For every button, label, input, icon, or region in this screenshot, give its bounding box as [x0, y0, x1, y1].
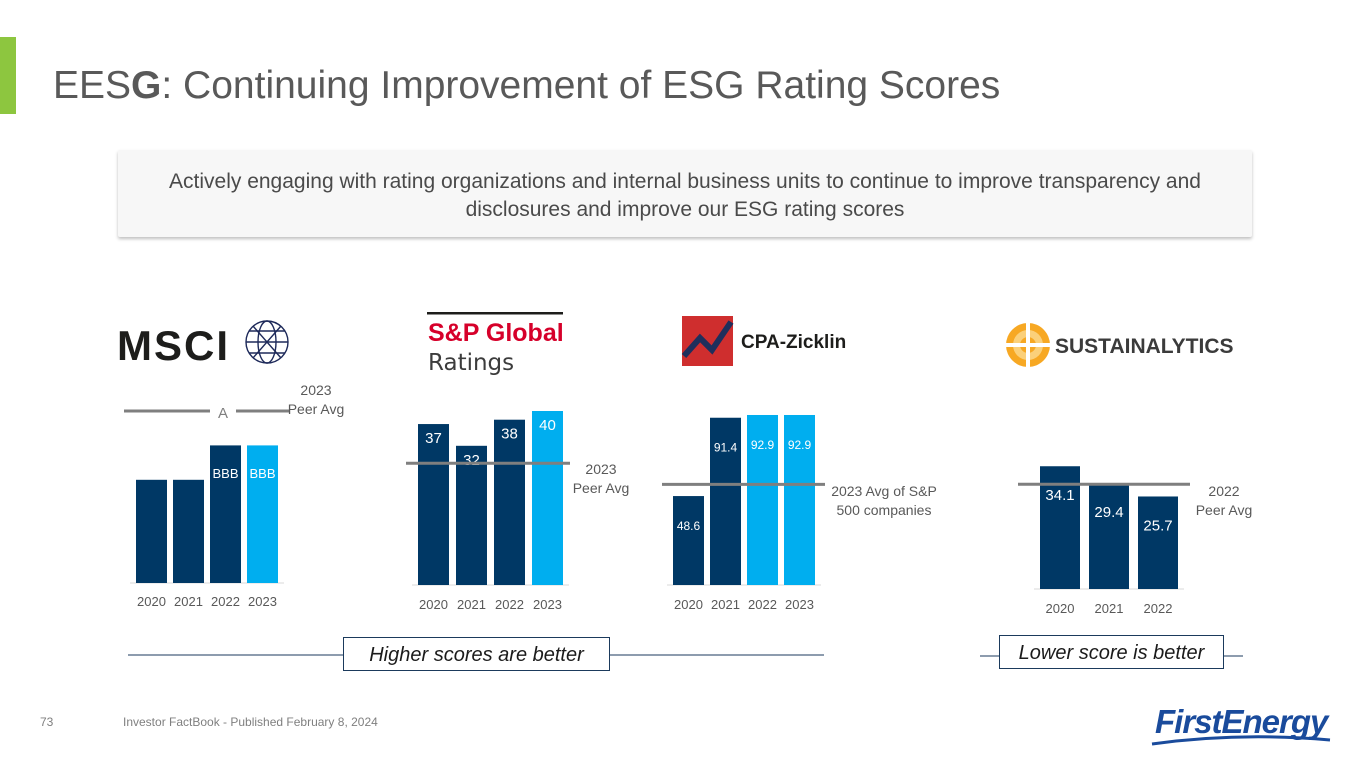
firstenergy-logo: FirstEnergy: [1151, 703, 1331, 746]
avg-label: 2022: [1208, 483, 1239, 499]
lower-score-label: Lower score is better: [999, 635, 1224, 669]
tick-label: 2023: [248, 594, 277, 609]
msci-logo: MSCI: [117, 320, 289, 369]
bar: [1089, 483, 1129, 589]
page-number: 73: [40, 715, 54, 729]
callout-text: Actively engaging with rating organizati…: [169, 170, 1201, 221]
data-label: 37: [425, 430, 442, 447]
avg-label: Peer Avg: [573, 480, 630, 496]
avg-label: Peer Avg: [1196, 502, 1253, 518]
accent-bar: [0, 37, 16, 114]
data-label: 34.1: [1045, 487, 1074, 504]
data-label: BB: [143, 466, 160, 481]
tick-label: 2020: [419, 597, 448, 612]
tick-label: 2023: [533, 597, 562, 612]
bar: [173, 479, 204, 583]
data-label: BBB: [212, 466, 238, 481]
bar: [784, 414, 815, 585]
tick-label: 2022: [495, 597, 524, 612]
data-label: 48.6: [677, 519, 701, 533]
sp-logo-line2: Ratings: [428, 350, 514, 376]
data-label: 25.7: [1143, 517, 1172, 534]
bar: [1138, 496, 1178, 589]
globe-icon: [245, 320, 289, 364]
bar: [210, 445, 241, 583]
sustainalytics-logo-text: SUSTAINALYTICS: [1055, 335, 1234, 358]
avg-label: Peer Avg: [288, 401, 345, 417]
sp-global-logo: S&P Global Ratings: [427, 312, 564, 376]
tick-label: 2021: [457, 597, 486, 612]
bar: [1040, 466, 1080, 589]
data-label: 92.9: [788, 438, 812, 452]
avg-line-label: A: [218, 405, 228, 422]
sustainalytics-logo: SUSTAINALYTICS: [1004, 321, 1234, 369]
sun-target-icon: [1004, 321, 1052, 369]
bar: [418, 424, 449, 585]
tick-label: 2021: [174, 594, 203, 609]
sp-logo-line1: S&P Global: [428, 319, 564, 347]
avg-label: 500 companies: [837, 502, 932, 518]
cpa-zicklin-logo: CPA-Zicklin: [681, 316, 846, 366]
data-label: 40: [539, 417, 556, 434]
bar: [747, 414, 778, 585]
data-label: 91.4: [714, 441, 738, 455]
data-label: 32: [463, 452, 480, 469]
avg-label: 2023: [585, 461, 616, 477]
higher-scores-label: Higher scores are better: [343, 637, 610, 671]
data-label: BB: [180, 466, 197, 481]
tick-label: 2023: [785, 597, 814, 612]
tick-label: 2021: [1095, 601, 1124, 616]
firstenergy-logo-text: FirstEnergy: [1155, 703, 1330, 740]
bar: [494, 419, 525, 585]
bar: [456, 445, 487, 585]
page-title: EESG: Continuing Improvement of ESG Rati…: [53, 64, 1001, 107]
tick-label: 2020: [137, 594, 166, 609]
data-label: 29.4: [1094, 504, 1123, 521]
bar: [247, 445, 278, 583]
tick-label: 2022: [1144, 601, 1173, 616]
tick-label: 2022: [211, 594, 240, 609]
avg-label: 2023 Avg of S&P: [831, 483, 937, 499]
tick-label: 2022: [748, 597, 777, 612]
data-label: 38: [501, 426, 518, 443]
callout-box: Actively engaging with rating organizati…: [118, 150, 1252, 237]
bar: [136, 479, 167, 583]
data-label: 92.9: [751, 438, 775, 452]
cpa-logo-mark: [682, 316, 733, 366]
footer-text: Investor FactBook - Published February 8…: [123, 715, 378, 729]
cpa-logo-text: CPA-Zicklin: [741, 332, 846, 353]
tick-label: 2020: [674, 597, 703, 612]
bar: [532, 411, 563, 585]
bar: [710, 417, 741, 585]
avg-label: 2023: [300, 382, 331, 398]
chart-layer: BB 2020 BB 2021 BBB 2022 BBB 2023 A 2023 Peer Avg 3…: [124, 382, 1252, 616]
bar: [673, 496, 704, 585]
tick-label: 2020: [1046, 601, 1075, 616]
tick-label: 2021: [711, 597, 740, 612]
data-label: BBB: [249, 466, 275, 481]
msci-logo-text: MSCI: [117, 322, 230, 369]
